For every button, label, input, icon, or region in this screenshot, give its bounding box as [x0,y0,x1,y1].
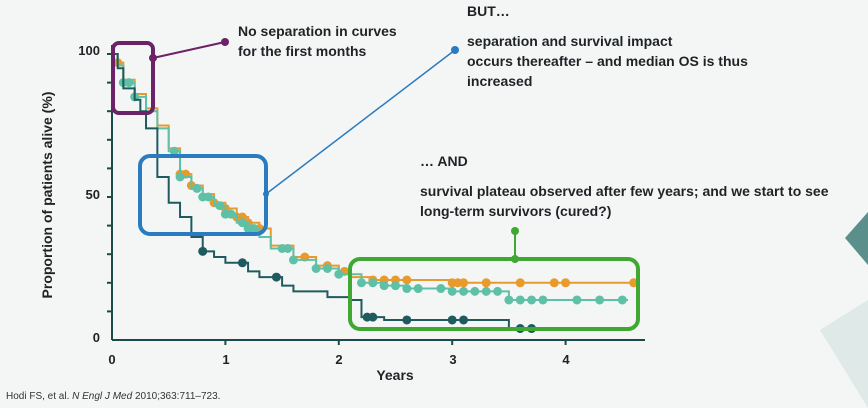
citation-journal: N Engl J Med [72,391,132,402]
censor-marker [192,183,202,193]
censor-marker [215,201,225,211]
censor-marker [413,284,423,294]
censor-marker [504,295,514,305]
censor-marker [169,146,179,156]
censor-marker [549,278,559,288]
censor-marker [459,315,469,325]
x-axis-title: Years [376,367,414,383]
censor-marker [447,315,457,325]
censor-marker [288,255,298,265]
censor-marker [515,278,525,288]
censor-marker [249,223,259,233]
y-axis-title: Proportion of patients alive (%) [39,92,55,299]
censor-marker [198,246,208,256]
x-tick-label: 1 [222,352,229,367]
censor-marker [436,284,446,294]
annotation-but: BUT… [467,3,510,19]
censor-marker [175,172,185,182]
censor-marker [311,264,321,273]
censor-marker [391,281,400,291]
annotation-plateau: long-term survivors (cured?) [420,203,611,219]
censor-marker [459,286,469,296]
censor-marker [561,278,571,288]
censor-marker [402,315,412,325]
x-tick-label: 4 [562,352,570,367]
censor-marker [481,286,491,296]
censor-marker [334,269,344,279]
annotation-separation: separation and survival impact [467,33,673,49]
censor-marker [629,278,639,288]
censor-marker [538,295,548,305]
censor-marker [271,272,281,282]
separation-connector [265,49,456,195]
censor-marker [470,286,480,296]
y-tick-label: 100 [78,43,100,58]
first-months-connector-dot [149,54,157,62]
censor-marker [595,295,605,305]
first-months-highlight-box [111,41,155,115]
censor-marker [124,78,134,88]
citation-ref: 2010;363:711–723. [132,391,220,402]
separation-connector-dot [263,191,269,197]
censor-marker [237,218,247,228]
y-tick-label: 0 [93,330,100,345]
censor-marker [283,243,293,253]
separation-connector-dot [451,46,459,54]
censor-marker [402,275,412,285]
slide-corner-shape [845,212,868,265]
censor-marker [226,209,236,219]
plateau-highlight-box [348,257,640,331]
censor-marker [203,192,213,202]
censor-marker [572,295,582,305]
annotation-first-months: No separation in curves [238,23,397,39]
plateau-connector-dot [511,255,519,263]
axis-ticks [107,53,567,345]
censor-marker [481,278,491,288]
annotation-first-months: for the first months [238,43,367,59]
annotation-separation: increased [467,73,532,89]
y-tick-label: 50 [86,187,100,202]
x-tick-label: 3 [449,352,456,367]
series-line [112,53,628,301]
censor-marker [322,264,332,273]
plateau-connector-dot [511,227,519,235]
censor-marker [447,286,457,296]
censor-marker [368,312,378,322]
citation: Hodi FS, et al. N Engl J Med 2010;363:71… [6,391,220,402]
censor-marker [356,278,366,288]
annotation-separation: occurs thereafter – and median OS is thu… [467,53,748,69]
censor-marker [237,258,247,268]
x-tick-label: 0 [108,352,115,367]
censor-marker [402,284,412,294]
annotation-plateau: survival plateau observed after few year… [420,183,829,199]
citation-authors: Hodi FS, et al. [6,391,72,402]
annotation-and: … AND [420,153,468,169]
censor-marker [493,286,503,296]
censor-marker [617,295,627,305]
censor-marker [527,295,537,305]
censor-marker [368,278,378,288]
series-line [112,53,532,330]
series-line [112,53,634,284]
censor-marker [515,295,525,305]
slide-corner-shape [820,300,868,408]
censor-marker [379,281,389,291]
first-months-connector [152,41,226,59]
censor-marker [459,278,469,288]
first-months-connector-dot [221,38,229,46]
x-tick-label: 2 [335,352,342,367]
